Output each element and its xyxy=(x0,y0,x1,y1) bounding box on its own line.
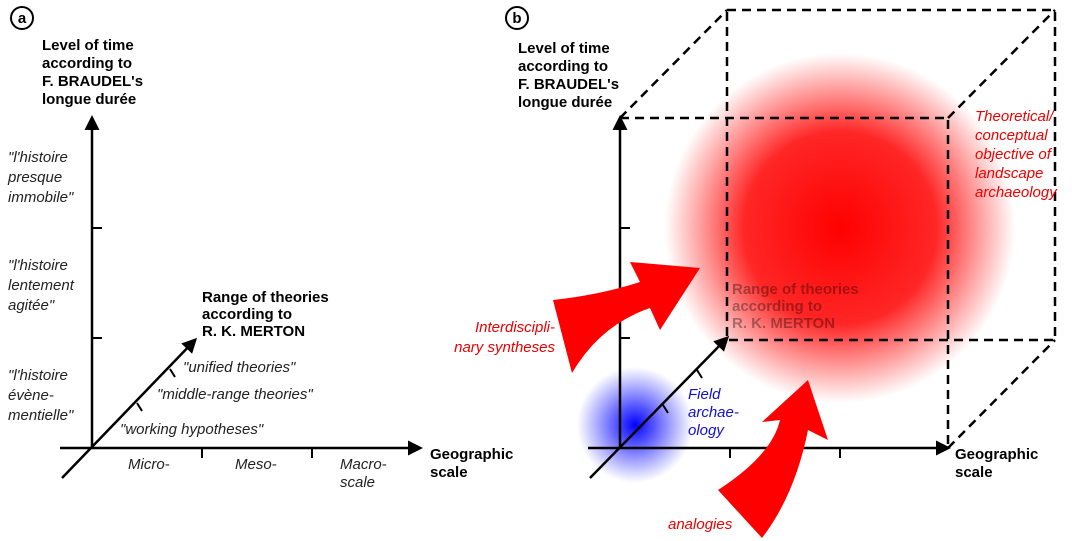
z-level: "middle-range theories" xyxy=(157,386,313,403)
x-axis-label: Geographic xyxy=(430,446,513,463)
z-level: "unified theories" xyxy=(183,359,296,376)
y-axis-label: longue durée xyxy=(42,91,136,108)
x-axis-label: Geographic xyxy=(955,446,1038,463)
objective-label: archaeology xyxy=(975,184,1058,201)
ticks xyxy=(620,227,841,458)
y-level: "l'histoire xyxy=(8,257,68,274)
y-level: "l'histoire xyxy=(8,149,68,166)
label-circle xyxy=(10,6,34,30)
panel-label: a xyxy=(18,10,27,27)
y-level: presque xyxy=(7,169,62,186)
ticks xyxy=(92,227,313,458)
analogies-arrow xyxy=(718,380,828,538)
y-axis-label: according to xyxy=(518,58,608,75)
z-axis xyxy=(61,337,198,479)
z-axis-label: Range of theories xyxy=(202,289,329,306)
field-label: archae- xyxy=(688,404,739,421)
objective-blob xyxy=(665,53,1015,403)
objective-label: landscape xyxy=(975,165,1043,182)
y-level: immobile" xyxy=(8,189,74,206)
y-level: mentielle" xyxy=(8,407,74,424)
syntheses-label: nary syntheses xyxy=(454,339,555,356)
field-blob xyxy=(577,367,693,483)
x-level: Macro- xyxy=(340,456,387,473)
objective-label: objective of xyxy=(975,146,1053,163)
y-axis-label: according to xyxy=(42,55,132,72)
y-level: "l'histoire xyxy=(8,367,68,384)
syntheses-arrow xyxy=(553,262,700,373)
field-label: Field xyxy=(688,386,721,403)
y-axis-label: longue durée xyxy=(518,94,612,111)
z-axis-label: according to xyxy=(732,298,822,315)
y-level: lentement xyxy=(8,277,75,294)
y-axis-label: Level of time xyxy=(42,37,134,54)
y-axis-label: F. BRAUDEL's xyxy=(42,73,143,90)
z-axis-label: R. K. MERTON xyxy=(732,315,835,332)
analogies-label: analogies xyxy=(668,516,733,533)
objective-label: conceptual xyxy=(975,127,1048,144)
z-axis-label: according to xyxy=(202,306,292,323)
x-level: Micro- xyxy=(128,456,170,473)
y-level: évène- xyxy=(8,387,54,404)
y-level: agitée" xyxy=(8,297,55,314)
x-level: scale xyxy=(340,474,375,491)
z-axis xyxy=(589,335,730,479)
z-axis-label: Range of theories xyxy=(732,281,859,298)
z-axis-label: R. K. MERTON xyxy=(202,323,305,340)
panel-label: b xyxy=(512,10,521,27)
x-axis-label: scale xyxy=(430,464,468,481)
cube xyxy=(619,8,1057,449)
z-level: "working hypotheses" xyxy=(120,421,264,438)
x-level: Meso- xyxy=(235,456,277,473)
y-axis-label: F. BRAUDEL's xyxy=(518,76,619,93)
x-axis-label: scale xyxy=(955,464,993,481)
objective-label: Theoretical/ xyxy=(975,108,1055,125)
syntheses-label: Interdiscipli- xyxy=(475,319,555,336)
y-axis-label: Level of time xyxy=(518,40,610,57)
label-circle xyxy=(505,6,529,30)
field-label: ology xyxy=(688,422,725,439)
